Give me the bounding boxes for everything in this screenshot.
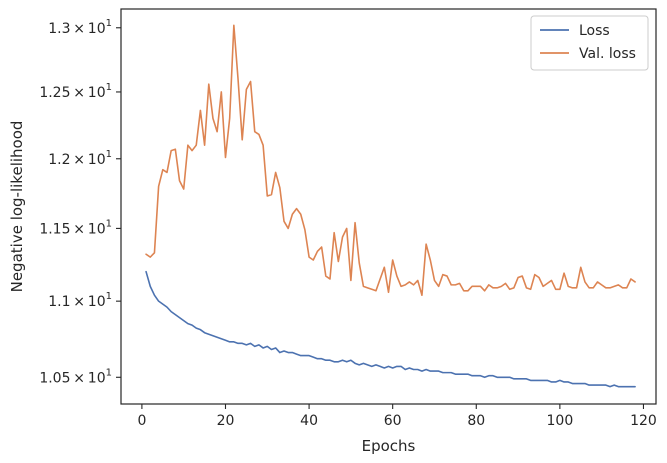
y-axis-label: Negative log-likelihood (8, 121, 26, 293)
series-layer (145, 24, 636, 388)
y-tick-mantissa: 1.05 (39, 370, 70, 386)
x-tick-label: 60 (384, 413, 402, 429)
y-tick-times: × 10 (70, 21, 105, 37)
y-tick-exponent: 1 (106, 218, 112, 229)
y-tick-times: × 10 (70, 294, 105, 310)
y-tick-exponent: 1 (106, 18, 112, 29)
y-tick-label: 1.1 × 101 (48, 291, 112, 310)
y-tick-mantissa: 1.25 (39, 85, 70, 101)
y-tick-mantissa: 1.1 (48, 294, 70, 310)
x-tick-label: 120 (630, 413, 657, 429)
y-tick-times: × 10 (70, 152, 105, 168)
x-axis: 0 20 40 60 80 100 120 (137, 404, 657, 429)
series-line-val-loss (145, 24, 636, 297)
y-tick-mantissa: 1.2 (48, 152, 70, 168)
series-line-loss (145, 270, 636, 388)
x-tick-label: 40 (300, 413, 318, 429)
y-tick-times: × 10 (70, 370, 105, 386)
x-tick-label: 0 (137, 413, 146, 429)
plot-area-frame (120, 8, 657, 405)
y-tick-exponent: 1 (106, 291, 112, 302)
y-tick-label: 1.25 × 101 (39, 82, 112, 101)
y-tick-label: 1.05 × 101 (39, 367, 112, 386)
x-tick-label: 80 (467, 413, 485, 429)
y-tick-label: 1.2 × 101 (48, 149, 112, 168)
y-tick-times: × 10 (70, 85, 105, 101)
x-axis-label: Epochs (362, 437, 416, 455)
legend-label: Loss (579, 23, 610, 39)
y-tick-times: × 10 (70, 221, 105, 237)
y-tick-mantissa: 1.3 (48, 21, 70, 37)
y-tick-mantissa: 1.15 (39, 221, 70, 237)
legend: Loss Val. loss (530, 15, 649, 71)
y-tick-exponent: 1 (106, 149, 112, 160)
y-tick-exponent: 1 (106, 82, 112, 93)
y-tick-label: 1.3 × 101 (48, 18, 112, 37)
legend-label: Val. loss (579, 46, 636, 62)
x-tick-label: 100 (547, 413, 574, 429)
y-tick-exponent: 1 (106, 367, 112, 378)
y-tick-label: 1.15 × 101 (39, 218, 112, 237)
x-tick-label: 20 (217, 413, 235, 429)
